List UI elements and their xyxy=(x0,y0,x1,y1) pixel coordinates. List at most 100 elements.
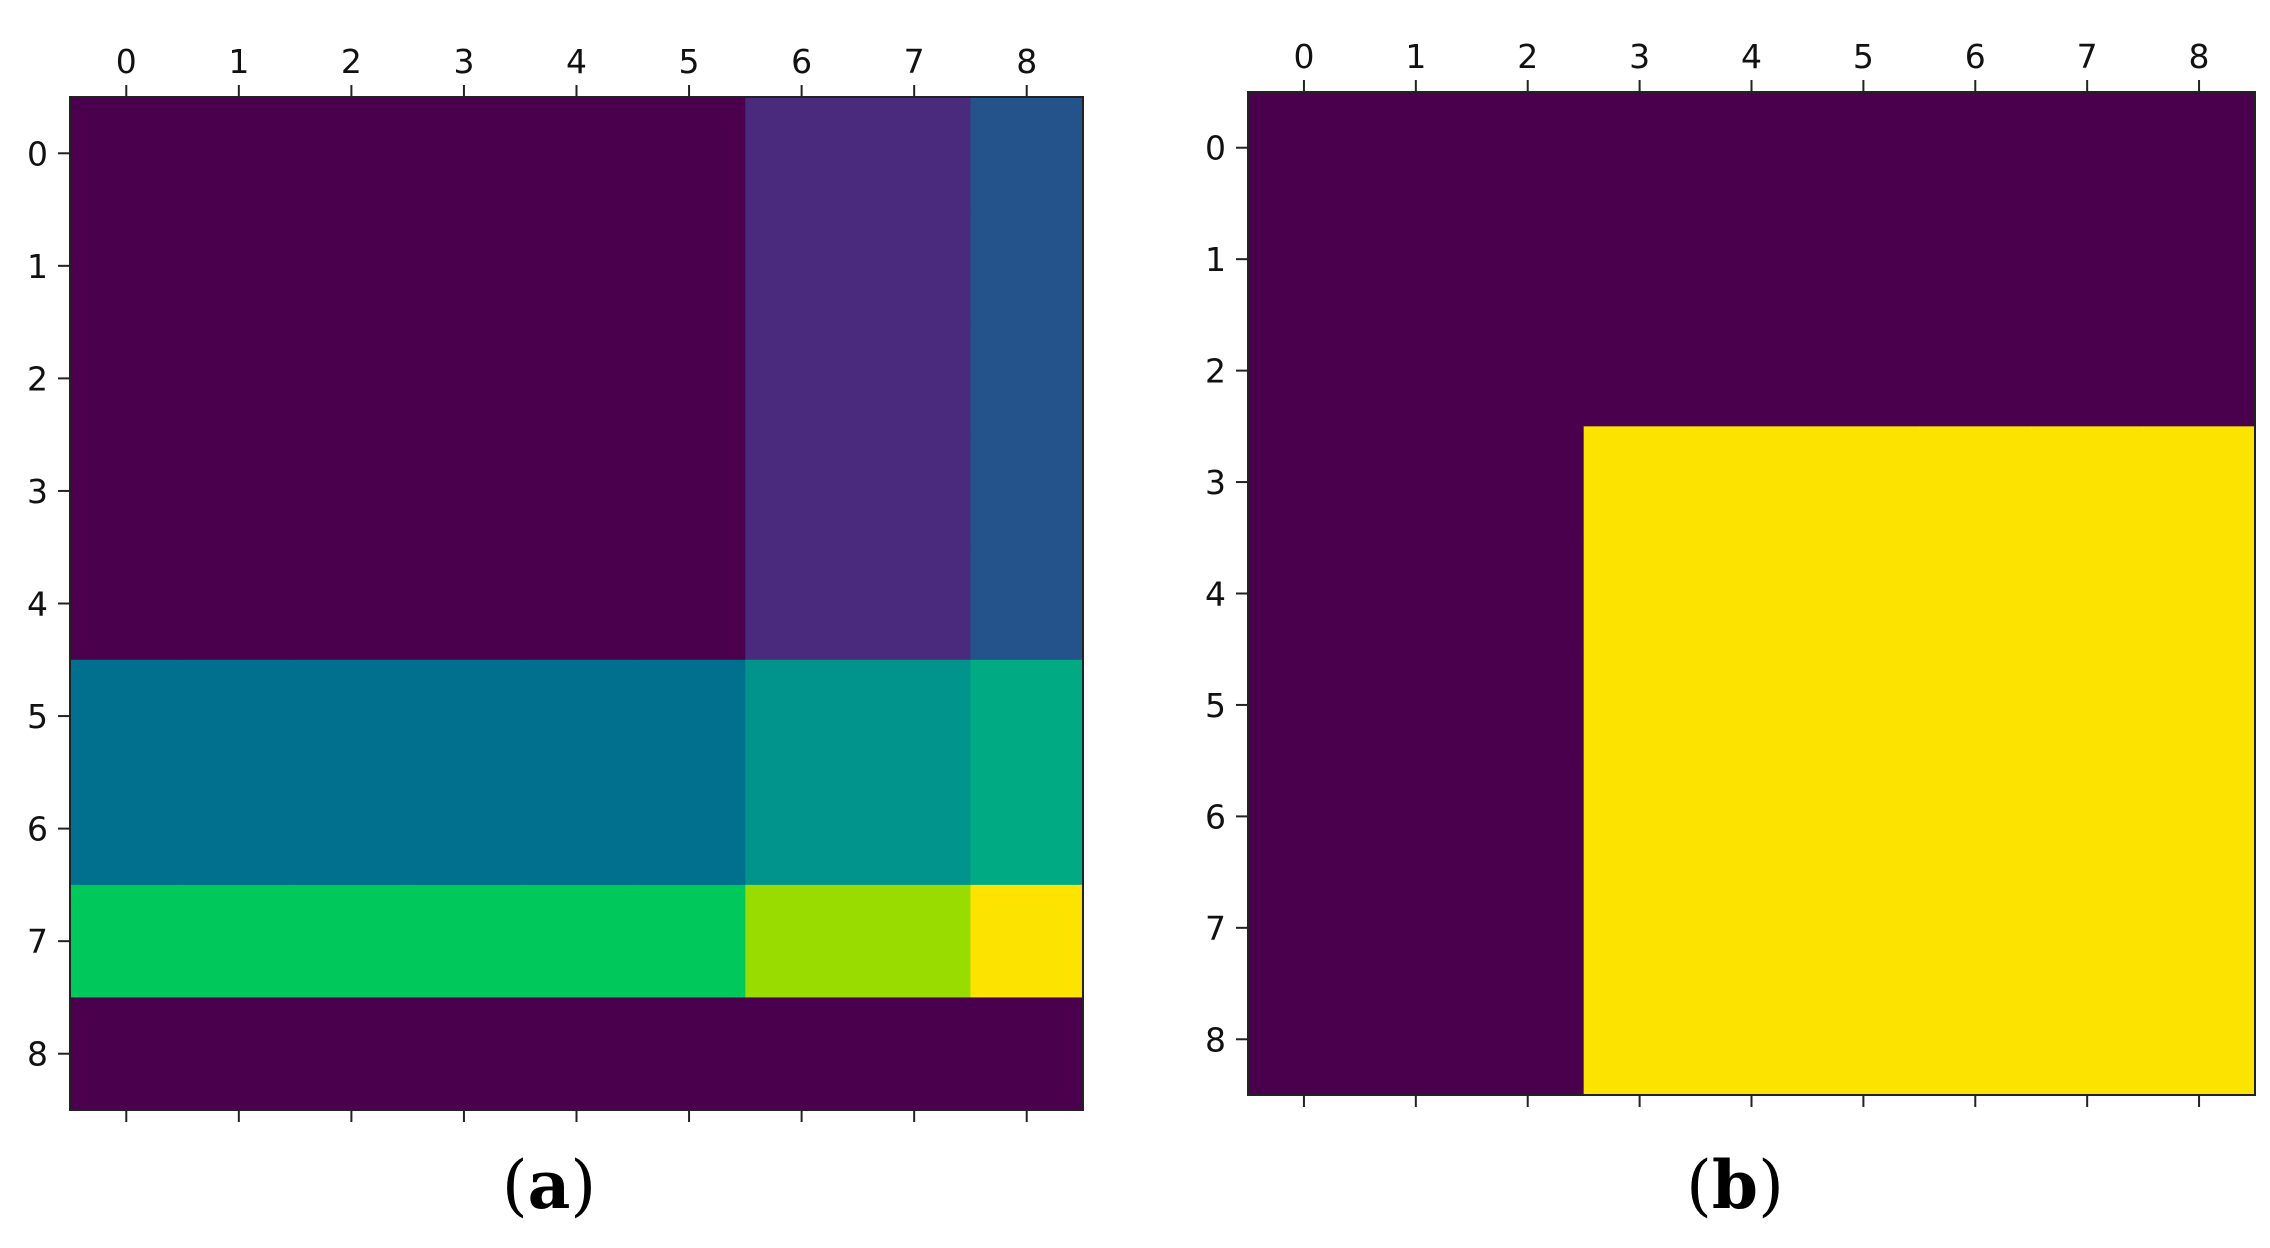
heatmap-cell-b-r6-c7 xyxy=(2031,760,2144,873)
heatmap-cell-a-r1-c4 xyxy=(520,209,634,323)
heatmap-cell-b-r2-c4 xyxy=(1695,314,1809,427)
heatmap-cell-a-r7-c1 xyxy=(182,884,296,999)
heatmap-cell-a-r4-c3 xyxy=(407,547,521,661)
heatmap-cell-a-r2-c6 xyxy=(745,322,859,436)
x-tick-label-a-4: 4 xyxy=(566,42,587,81)
heatmap-cell-b-r8-c0 xyxy=(1248,983,1361,1096)
heatmap-cell-a-r4-c0 xyxy=(70,547,184,661)
heatmap-cell-b-r1-c1 xyxy=(1359,203,1473,316)
heatmap-cell-b-r8-c1 xyxy=(1359,983,1473,1096)
x-tick-label-a-2: 2 xyxy=(341,42,362,81)
heatmap-cell-b-r8-c8 xyxy=(2143,983,2256,1096)
heatmap-cell-b-r7-c3 xyxy=(1583,872,1697,985)
heatmap-cell-a-r1-c8 xyxy=(970,209,1084,323)
heatmap-cell-a-r6-c2 xyxy=(295,772,409,886)
heatmap-cell-b-r2-c3 xyxy=(1583,314,1697,427)
heatmap-cell-a-r5-c0 xyxy=(70,659,184,773)
heatmap-cell-b-r3-c7 xyxy=(2031,426,2144,539)
heatmap-cell-a-r2-c7 xyxy=(857,322,972,436)
heatmap-cell-a-r3-c6 xyxy=(745,434,859,548)
heatmap-cell-b-r5-c7 xyxy=(2031,649,2144,762)
heatmap-cell-a-r0-c0 xyxy=(70,97,184,211)
heatmap-cell-a-r2-c1 xyxy=(182,322,296,436)
heatmap-cell-a-r5-c3 xyxy=(407,659,521,773)
y-tick-label-b-3: 3 xyxy=(1205,463,1226,502)
x-tick-label-a-6: 6 xyxy=(791,42,812,81)
x-tick-label-a-3: 3 xyxy=(453,42,474,81)
heatmap-cell-b-r4-c6 xyxy=(1919,537,2032,650)
heatmap-cell-a-r5-c8 xyxy=(970,659,1084,773)
heatmap-cell-b-r7-c8 xyxy=(2143,872,2256,985)
heatmap-cell-b-r0-c1 xyxy=(1359,92,1473,205)
y-tick-label-a-3: 3 xyxy=(27,472,48,511)
heatmap-cell-a-r0-c4 xyxy=(520,97,634,211)
heatmap-cell-a-r0-c5 xyxy=(632,97,746,211)
heatmap-cell-b-r6-c4 xyxy=(1695,760,1809,873)
heatmap-cell-a-r8-c0 xyxy=(70,997,184,1111)
heatmap-cell-a-r4-c1 xyxy=(182,547,296,661)
heatmap-cell-a-r6-c8 xyxy=(970,772,1084,886)
heatmap-cell-b-r7-c7 xyxy=(2031,872,2144,985)
heatmap-cell-b-r7-c1 xyxy=(1359,872,1473,985)
heatmap-cell-b-r3-c6 xyxy=(1919,426,2032,539)
heatmap-cell-b-r3-c0 xyxy=(1248,426,1361,539)
y-tick-label-a-8: 8 xyxy=(27,1035,48,1074)
heatmap-cell-b-r0-c8 xyxy=(2143,92,2256,205)
heatmap-cell-a-r0-c7 xyxy=(857,97,972,211)
heatmap-cell-b-r5-c2 xyxy=(1471,649,1585,762)
heatmap-cell-a-r4-c2 xyxy=(295,547,409,661)
heatmap-cell-a-r6-c3 xyxy=(407,772,521,886)
heatmap-cell-a-r3-c7 xyxy=(857,434,972,548)
heatmap-cell-b-r6-c2 xyxy=(1471,760,1585,873)
heatmap-cell-b-r8-c3 xyxy=(1583,983,1697,1096)
y-tick-label-b-1: 1 xyxy=(1205,240,1226,279)
heatmap-cell-a-r8-c1 xyxy=(182,997,296,1111)
heatmap-cell-b-r1-c0 xyxy=(1248,203,1361,316)
heatmap-cell-b-r7-c5 xyxy=(1807,872,1920,985)
heatmap-cell-b-r3-c8 xyxy=(2143,426,2256,539)
heatmap-cell-a-r7-c6 xyxy=(745,884,859,999)
heatmap-cell-a-r4-c8 xyxy=(970,547,1084,661)
heatmap-cell-a-r7-c8 xyxy=(970,884,1084,999)
y-tick-label-a-7: 7 xyxy=(27,922,48,961)
heatmap-cell-b-r0-c0 xyxy=(1248,92,1361,205)
heatmap-cell-a-r8-c7 xyxy=(857,997,972,1111)
x-tick-label-a-8: 8 xyxy=(1016,42,1037,81)
heatmap-cell-a-r4-c7 xyxy=(857,547,972,661)
heatmap-cell-b-r4-c3 xyxy=(1583,537,1697,650)
heatmap-cell-b-r1-c4 xyxy=(1695,203,1809,316)
y-tick-label-b-5: 5 xyxy=(1205,686,1226,725)
heatmap-cell-a-r3-c4 xyxy=(520,434,634,548)
x-tick-label-b-0: 0 xyxy=(1293,37,1314,76)
y-tick-label-a-1: 1 xyxy=(27,247,48,286)
heatmap-cell-a-r4-c6 xyxy=(745,547,859,661)
heatmap-cell-b-r6-c6 xyxy=(1919,760,2032,873)
x-tick-label-b-4: 4 xyxy=(1741,37,1762,76)
heatmap-cell-b-r0-c3 xyxy=(1583,92,1697,205)
heatmap-cell-a-r1-c0 xyxy=(70,209,184,323)
heatmap-cell-b-r5-c4 xyxy=(1695,649,1809,762)
x-tick-label-b-1: 1 xyxy=(1405,37,1426,76)
heatmap-cell-b-r4-c8 xyxy=(2143,537,2256,650)
heatmap-cell-b-r4-c5 xyxy=(1807,537,1920,650)
x-tick-label-b-2: 2 xyxy=(1517,37,1538,76)
heatmap-cell-b-r8-c7 xyxy=(2031,983,2144,1096)
heatmap-cell-b-r4-c0 xyxy=(1248,537,1361,650)
heatmap-cell-a-r6-c7 xyxy=(857,772,972,886)
heatmap-cell-a-r2-c2 xyxy=(295,322,409,436)
heatmap-cell-a-r7-c5 xyxy=(632,884,746,999)
heatmap-cell-b-r0-c6 xyxy=(1919,92,2032,205)
heatmap-cell-a-r8-c3 xyxy=(407,997,521,1111)
heatmap-cell-a-r1-c1 xyxy=(182,209,296,323)
heatmap-cell-a-r5-c1 xyxy=(182,659,296,773)
heatmap-cell-b-r5-c6 xyxy=(1919,649,2032,762)
heatmap-cell-a-r0-c8 xyxy=(970,97,1084,211)
heatmap-cell-b-r2-c6 xyxy=(1919,314,2032,427)
heatmap-cell-a-r0-c3 xyxy=(407,97,521,211)
y-tick-label-a-0: 0 xyxy=(27,134,48,173)
heatmap-cell-a-r1-c7 xyxy=(857,209,972,323)
y-tick-label-b-6: 6 xyxy=(1205,797,1226,836)
heatmap-cell-b-r4-c7 xyxy=(2031,537,2144,650)
heatmap-cell-a-r7-c0 xyxy=(70,884,184,999)
heatmap-cell-b-r1-c7 xyxy=(2031,203,2144,316)
